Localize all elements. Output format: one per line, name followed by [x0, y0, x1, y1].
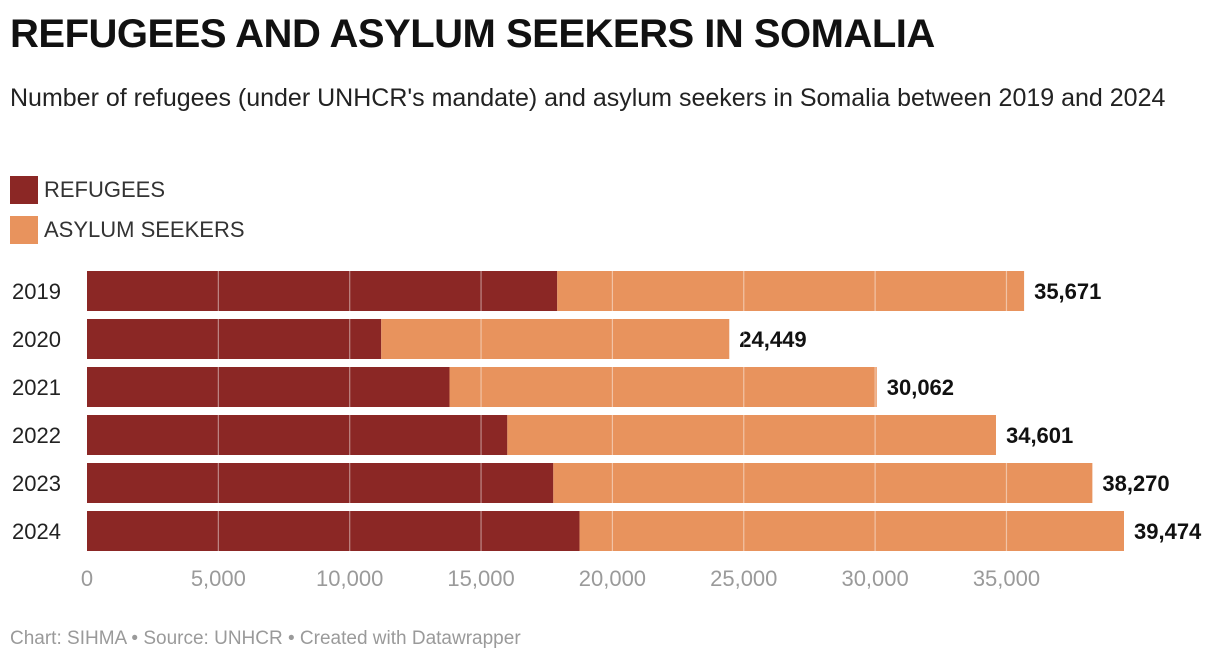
y-tick-label-2023: 2023: [12, 471, 61, 496]
legend: REFUGEES ASYLUM SEEKERS: [10, 170, 245, 250]
stacked-bar-chart: 2019 35,671 2020 24,449 2021 30,062 2022 34,601…: [12, 271, 1202, 591]
bar-asylum-seekers-2024: [579, 511, 1124, 551]
chart-title: REFUGEES AND ASYLUM SEEKERS IN SOMALIA: [10, 12, 935, 56]
bars-group: [87, 271, 1124, 551]
total-label-2020: 24,449: [739, 327, 806, 352]
x-tick-label-5000: 5,000: [191, 566, 246, 591]
total-label-2019: 35,671: [1034, 279, 1101, 304]
bar-asylum-seekers-2020: [381, 319, 730, 359]
x-tick-label-20000: 20,000: [579, 566, 646, 591]
bar-asylum-seekers-2019: [557, 271, 1025, 311]
legend-label-asylum-seekers: ASYLUM SEEKERS: [44, 217, 245, 242]
x-tick-label-10000: 10,000: [316, 566, 383, 591]
bar-refugees-2019: [87, 271, 558, 311]
y-tick-label-2019: 2019: [12, 279, 61, 304]
legend-label-refugees: REFUGEES: [44, 177, 166, 202]
total-label-2022: 34,601: [1006, 423, 1073, 448]
y-tick-label-2020: 2020: [12, 327, 61, 352]
chart-footer: Chart: SIHMA • Source: UNHCR • Created w…: [10, 628, 521, 649]
legend-swatch-asylum-seekers: [10, 216, 38, 244]
total-label-2023: 38,270: [1102, 471, 1169, 496]
bar-refugees-2021: [87, 367, 450, 407]
legend-item-asylum-seekers: ASYLUM SEEKERS: [10, 210, 245, 250]
bar-asylum-seekers-2022: [507, 415, 996, 455]
x-tick-label-30000: 30,000: [841, 566, 908, 591]
total-label-2021: 30,062: [887, 375, 954, 400]
legend-swatch-refugees: [10, 176, 38, 204]
bar-asylum-seekers-2023: [553, 463, 1093, 503]
y-tick-label-2022: 2022: [12, 423, 61, 448]
total-label-2024: 39,474: [1134, 519, 1202, 544]
y-tick-label-2024: 2024: [12, 519, 61, 544]
bar-asylum-seekers-2021: [449, 367, 877, 407]
x-tick-label-35000: 35,000: [973, 566, 1040, 591]
legend-item-refugees: REFUGEES: [10, 170, 245, 210]
bar-refugees-2022: [87, 415, 508, 455]
bar-refugees-2020: [87, 319, 382, 359]
x-tick-label-25000: 25,000: [710, 566, 777, 591]
chart-subtitle: Number of refugees (under UNHCR's mandat…: [10, 84, 1166, 112]
x-tick-label-15000: 15,000: [447, 566, 514, 591]
y-tick-label-2021: 2021: [12, 375, 61, 400]
bar-refugees-2024: [87, 511, 580, 551]
bar-refugees-2023: [87, 463, 554, 503]
x-tick-label-0: 0: [81, 566, 93, 591]
